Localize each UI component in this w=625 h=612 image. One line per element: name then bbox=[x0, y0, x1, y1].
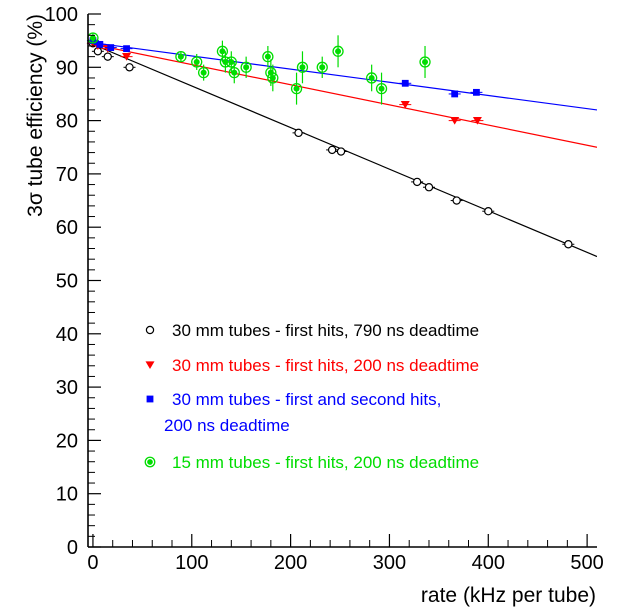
data-point bbox=[197, 66, 210, 79]
plot-area bbox=[86, 32, 597, 258]
data-point bbox=[96, 40, 104, 48]
legend-label: 15 mm tubes - first hits, 200 ns deadtim… bbox=[172, 453, 479, 472]
y-axis-title: 3σ tube efficiency (%) bbox=[24, 14, 47, 217]
data-point bbox=[125, 63, 134, 72]
data-point bbox=[336, 147, 346, 156]
legend-marker bbox=[144, 456, 156, 468]
series-15mm-200ns bbox=[87, 32, 431, 105]
data-point bbox=[296, 61, 309, 73]
legend-entry: 15 mm tubes - first hits, 200 ns deadtim… bbox=[144, 453, 479, 472]
data-point bbox=[191, 56, 203, 68]
legend-entry: 30 mm tubes - first hits, 200 ns deadtim… bbox=[145, 356, 479, 375]
legend-entry: 30 mm tubes - first and second hits, 200 … bbox=[146, 390, 441, 435]
legend-entry: 30 mm tubes - first hits, 790 ns deadtim… bbox=[145, 321, 479, 340]
legend-label: 30 mm tubes - first and second hits, bbox=[172, 390, 441, 409]
data-point bbox=[451, 90, 459, 98]
data-point bbox=[472, 117, 482, 125]
data-point bbox=[103, 52, 112, 61]
legend: 30 mm tubes - first hits, 790 ns deadtim… bbox=[144, 321, 479, 472]
fit-line bbox=[92, 43, 597, 148]
y-tick-label: 50 bbox=[56, 271, 78, 293]
data-point bbox=[484, 207, 493, 216]
legend-label: 30 mm tubes - first hits, 790 ns deadtim… bbox=[172, 321, 479, 340]
data-point bbox=[216, 45, 229, 57]
data-point bbox=[316, 61, 328, 73]
y-tick-label: 20 bbox=[56, 430, 78, 452]
y-tick-label: 0 bbox=[67, 537, 78, 559]
series-30mm-200ns bbox=[86, 39, 597, 148]
x-tick-label: 0 bbox=[87, 552, 98, 574]
tick-labels: 0 10 20 30 40 50 60 70 80 90 100 0 100 200 300 400 500 bbox=[45, 4, 604, 574]
data-point bbox=[262, 50, 274, 63]
y-tick-label: 10 bbox=[56, 484, 78, 506]
legend-marker bbox=[146, 395, 154, 403]
data-point bbox=[290, 82, 303, 95]
data-point bbox=[400, 101, 410, 109]
y-tick-label: 60 bbox=[56, 217, 78, 239]
data-point bbox=[366, 72, 378, 84]
data-point bbox=[123, 45, 130, 53]
legend-label: 30 mm tubes - first hits, 200 ns deadtim… bbox=[172, 356, 479, 375]
x-tick-label: 400 bbox=[472, 552, 505, 574]
legend-marker bbox=[145, 325, 155, 335]
data-point bbox=[228, 66, 240, 79]
data-point bbox=[424, 183, 434, 192]
data-point bbox=[122, 53, 132, 61]
legend-marker bbox=[145, 361, 155, 370]
data-point bbox=[452, 196, 461, 205]
data-point bbox=[401, 79, 409, 87]
data-point bbox=[375, 82, 388, 95]
x-tick-label: 500 bbox=[570, 552, 603, 574]
series-30mm-790ns bbox=[86, 39, 597, 258]
data-point bbox=[564, 240, 573, 249]
data-point bbox=[412, 177, 422, 187]
data-point bbox=[473, 88, 480, 96]
data-point bbox=[419, 56, 431, 68]
x-tick-label: 100 bbox=[175, 552, 208, 574]
data-point bbox=[267, 72, 279, 84]
x-tick-label: 200 bbox=[274, 552, 307, 574]
x-axis-title: rate (kHz per tube) bbox=[421, 584, 596, 607]
y-tick-label: 100 bbox=[45, 4, 78, 26]
x-tick-label: 300 bbox=[373, 552, 406, 574]
data-point bbox=[175, 50, 187, 63]
legend-label-line2: 200 ns deadtime bbox=[164, 416, 290, 435]
y-tick-label: 80 bbox=[56, 111, 78, 133]
axes bbox=[87, 13, 597, 548]
data-point bbox=[450, 117, 460, 125]
y-tick-label: 90 bbox=[56, 57, 78, 79]
data-point bbox=[294, 128, 303, 138]
data-point bbox=[327, 145, 337, 155]
data-point bbox=[332, 45, 344, 57]
y-tick-label: 40 bbox=[56, 324, 78, 346]
y-tick-label: 70 bbox=[56, 164, 78, 186]
data-point bbox=[107, 44, 115, 51]
data-point bbox=[240, 61, 252, 73]
y-tick-label: 30 bbox=[56, 377, 78, 399]
data-point bbox=[225, 56, 237, 68]
